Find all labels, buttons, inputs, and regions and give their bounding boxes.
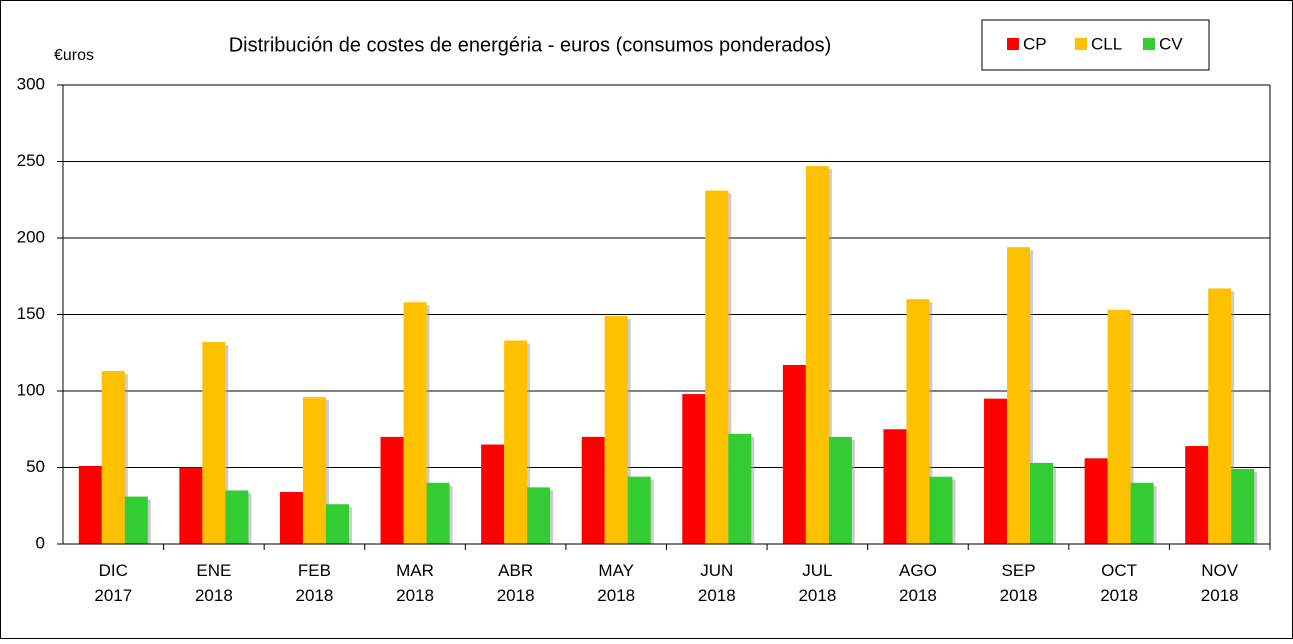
bar [124, 496, 148, 544]
legend-swatch [1007, 38, 1019, 50]
bar [527, 487, 551, 544]
x-tick-label-line: ENE [196, 561, 231, 580]
x-tick-label-line: MAR [396, 561, 434, 580]
bar [202, 342, 226, 544]
bar [279, 491, 303, 544]
x-tick-label-line: ABR [498, 561, 533, 580]
x-tick-label-line: 2018 [899, 586, 937, 605]
bar [906, 299, 930, 544]
legend-box [981, 19, 1210, 71]
bar [581, 436, 605, 544]
bar [1185, 446, 1209, 544]
chart-title: Distribución de costes de energéria - eu… [229, 34, 832, 56]
x-tick-label-line: 2018 [1201, 586, 1239, 605]
legend-label: CLL [1091, 34, 1122, 53]
y-tick-label: 150 [17, 304, 45, 323]
bar [1231, 469, 1255, 544]
x-tick-label-line: NOV [1201, 561, 1239, 580]
bar [225, 490, 249, 544]
bar [805, 166, 829, 544]
bar [1107, 309, 1131, 544]
x-tick-label-line: MAY [598, 561, 634, 580]
x-tick-label: OCT 2018 [1100, 561, 1138, 605]
x-tick-label-line: 2018 [195, 586, 233, 605]
x-tick-label-line: OCT [1101, 561, 1137, 580]
bar [728, 433, 752, 544]
x-tick-label-line: AGO [899, 561, 937, 580]
legend-label: CV [1159, 34, 1183, 53]
bar [828, 436, 852, 544]
x-tick-label-line: 2018 [497, 586, 535, 605]
x-tick-label-line: DIC [99, 561, 128, 580]
bar [403, 302, 427, 544]
x-tick-label-line: 2018 [597, 586, 635, 605]
x-tick-label: SEP 2018 [1000, 561, 1038, 605]
x-tick-label: ABR 2018 [497, 561, 535, 605]
x-tick-label-line: 2018 [698, 586, 736, 605]
bar [325, 504, 349, 544]
y-tick-label: 200 [17, 227, 45, 246]
x-tick-label-line: FEB [298, 561, 331, 580]
bar [1084, 458, 1108, 544]
bar [984, 398, 1008, 544]
y-tick-label: 50 [26, 457, 45, 476]
bar [1130, 482, 1154, 544]
x-tick-label: JUN 2018 [698, 561, 736, 605]
bar [705, 190, 729, 544]
x-tick-label: ENE 2018 [195, 561, 233, 605]
y-tick-label: 300 [17, 74, 45, 93]
x-tick-label: AGO 2018 [899, 561, 937, 605]
bar [78, 465, 102, 544]
bar [302, 397, 326, 544]
bar [604, 316, 628, 544]
x-tick-label-line: JUL [802, 561, 832, 580]
x-tick-label: MAR 2018 [396, 561, 434, 605]
legend-label: CP [1023, 34, 1047, 53]
bar [1030, 462, 1054, 544]
legend-swatch [1143, 38, 1155, 50]
bar [1208, 288, 1232, 544]
y-tick-label: 0 [36, 533, 45, 552]
bar [782, 364, 806, 544]
x-tick-label-line: 2018 [396, 586, 434, 605]
bar [883, 429, 907, 544]
bar [929, 476, 953, 544]
bar [101, 371, 125, 544]
x-tick-label-line: JUN [700, 561, 733, 580]
y-tick-label: 250 [17, 151, 45, 170]
bar [1007, 247, 1031, 544]
y-tick-label: 100 [17, 380, 45, 399]
bar [504, 340, 528, 544]
x-tick-label-line: 2017 [94, 586, 132, 605]
x-tick-label: DIC 2017 [94, 561, 132, 605]
bar [682, 394, 706, 544]
bar [627, 476, 651, 544]
bar [481, 444, 505, 544]
x-tick-label: MAY 2018 [597, 561, 635, 605]
y-axis-label: €uros [54, 47, 94, 64]
x-tick-label-line: 2018 [296, 586, 334, 605]
legend-swatch [1075, 38, 1087, 50]
bar [380, 436, 404, 544]
bar [426, 482, 450, 544]
x-tick-label-line: 2018 [798, 586, 836, 605]
x-tick-label-line: 2018 [1000, 586, 1038, 605]
bar [179, 467, 203, 544]
x-tick-label-line: 2018 [1100, 586, 1138, 605]
x-tick-label-line: SEP [1002, 561, 1036, 580]
x-tick-label: JUL 2018 [798, 561, 836, 605]
x-tick-label: NOV 2018 [1201, 561, 1239, 605]
x-tick-label: FEB 2018 [296, 561, 334, 605]
